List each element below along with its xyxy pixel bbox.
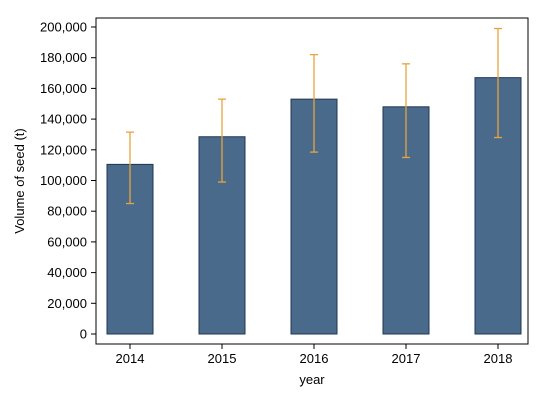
y-tick-label: 60,000	[47, 234, 87, 249]
x-axis-title: year	[299, 372, 325, 387]
y-tick-label: 0	[80, 327, 87, 342]
y-tick-label: 120,000	[40, 142, 87, 157]
y-tick-label: 80,000	[47, 204, 87, 219]
y-tick-label: 140,000	[40, 112, 87, 127]
x-tick-label: 2015	[208, 351, 237, 366]
y-tick-label: 200,000	[40, 20, 87, 35]
x-tick-label: 2017	[392, 351, 421, 366]
error-bar-2014	[126, 131, 134, 205]
y-tick-label: 100,000	[40, 173, 87, 188]
y-axis-title: Volume of seed (t)	[12, 128, 27, 234]
error-bar-2015	[218, 98, 226, 183]
x-axis: 2014 2015 2016 2017 2018	[116, 344, 513, 366]
x-tick-label: 2016	[300, 351, 329, 366]
error-bar-2017	[402, 63, 410, 159]
y-tick-label: 180,000	[40, 50, 87, 65]
y-tick-label: 160,000	[40, 81, 87, 96]
y-tick-label: 20,000	[47, 296, 87, 311]
y-axis: 0 20,000 40,000 60,000 80,000 100,000 120,000 1…	[40, 20, 96, 342]
error-bar-2016	[310, 53, 318, 153]
error-bar-2018	[494, 27, 502, 139]
x-tick-label: 2018	[484, 351, 513, 366]
y-tick-label: 40,000	[47, 265, 87, 280]
x-tick-label: 2014	[116, 351, 145, 366]
error-bars	[126, 27, 502, 205]
